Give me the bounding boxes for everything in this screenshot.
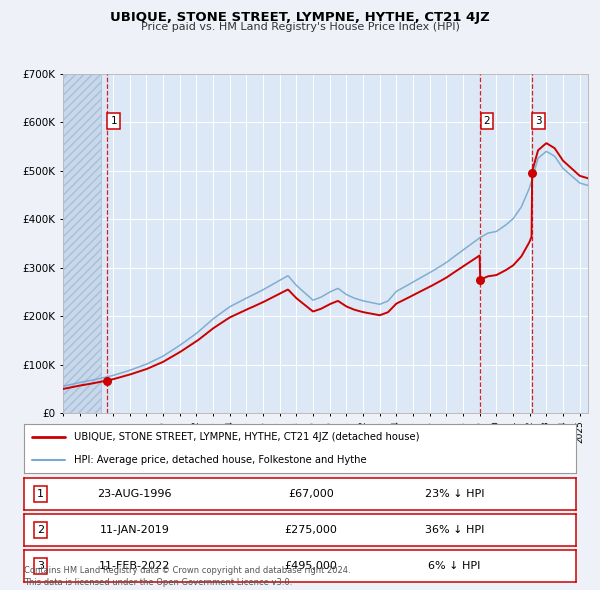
Text: £275,000: £275,000 [284,525,337,535]
Text: 1: 1 [110,116,117,126]
Text: 1: 1 [37,489,44,499]
Text: 3: 3 [37,561,44,571]
Text: 2: 2 [484,116,490,126]
Text: 6% ↓ HPI: 6% ↓ HPI [428,561,481,571]
Text: 11-JAN-2019: 11-JAN-2019 [100,525,169,535]
Bar [63,74,101,413]
Text: 23% ↓ HPI: 23% ↓ HPI [425,489,484,499]
Text: Price paid vs. HM Land Registry's House Price Index (HPI): Price paid vs. HM Land Registry's House … [140,22,460,32]
Text: 2: 2 [37,525,44,535]
Text: 3: 3 [535,116,542,126]
Text: 23-AUG-1996: 23-AUG-1996 [97,489,172,499]
Text: Contains HM Land Registry data © Crown copyright and database right 2024.
This d: Contains HM Land Registry data © Crown c… [24,566,350,587]
Text: HPI: Average price, detached house, Folkestone and Hythe: HPI: Average price, detached house, Folk… [74,455,367,466]
Text: UBIQUE, STONE STREET, LYMPNE, HYTHE, CT21 4JZ: UBIQUE, STONE STREET, LYMPNE, HYTHE, CT2… [110,11,490,24]
Text: £67,000: £67,000 [288,489,334,499]
Text: £495,000: £495,000 [284,561,337,571]
Text: UBIQUE, STONE STREET, LYMPNE, HYTHE, CT21 4JZ (detached house): UBIQUE, STONE STREET, LYMPNE, HYTHE, CT2… [74,431,419,441]
Text: 36% ↓ HPI: 36% ↓ HPI [425,525,484,535]
Text: 11-FEB-2022: 11-FEB-2022 [99,561,170,571]
